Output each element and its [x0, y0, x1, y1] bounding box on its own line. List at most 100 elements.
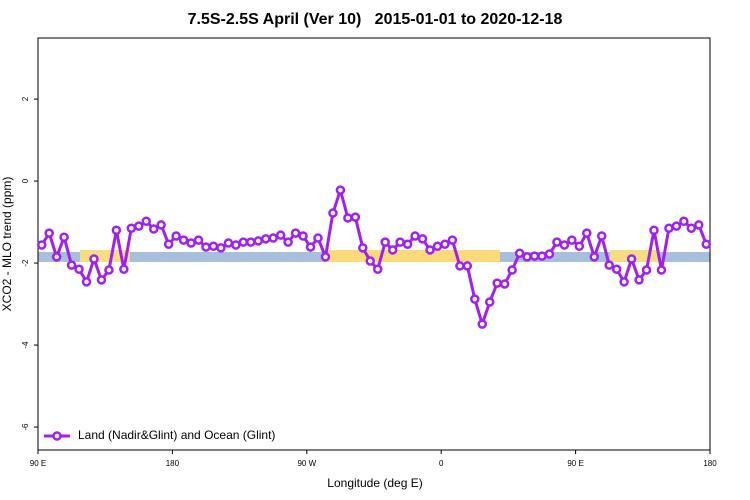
data-point [290, 228, 301, 238]
data-point [574, 241, 585, 252]
data-point [641, 265, 652, 275]
data-point [223, 238, 234, 248]
data-point [492, 278, 502, 288]
data-point [134, 221, 144, 231]
x-tick-label: 180 [166, 459, 180, 468]
legend-marker [52, 431, 62, 441]
data-point [260, 234, 271, 244]
data-point [634, 275, 644, 285]
data-point [246, 237, 256, 247]
data-point [156, 220, 166, 230]
data-point [96, 275, 107, 285]
x-axis-label: Longitude (deg E) [327, 476, 422, 490]
data-point [141, 216, 152, 226]
data-point [305, 242, 316, 252]
data-point [544, 249, 555, 259]
data-point [507, 265, 517, 275]
data-point [417, 234, 428, 244]
data-point [455, 261, 465, 271]
data-point [268, 233, 278, 243]
y-tick-label: -6 [21, 423, 30, 431]
data-point [604, 260, 614, 270]
y-tick-label: -2 [21, 259, 30, 267]
data-point [335, 185, 346, 195]
x-tick-label: 180 [703, 459, 717, 468]
data-point [89, 254, 99, 264]
data-point [298, 231, 308, 241]
data-point [186, 238, 196, 248]
data-point [499, 279, 510, 289]
data-point [679, 216, 689, 226]
data-point [51, 252, 62, 262]
data-point [59, 232, 69, 242]
data-point [522, 252, 532, 262]
data-point [216, 243, 226, 253]
data-point [537, 251, 547, 261]
data-point [619, 277, 629, 287]
data-point [231, 240, 241, 250]
data-point [36, 240, 47, 250]
x-tick-label: 90 E [567, 459, 583, 468]
data-point [171, 231, 181, 241]
data-point [313, 233, 323, 243]
data-point [81, 277, 92, 287]
data-point [380, 237, 390, 247]
data-point [589, 252, 600, 262]
data-point [514, 248, 525, 258]
data-point [410, 231, 420, 241]
data-point [111, 225, 122, 236]
data-point [559, 240, 570, 250]
data-point [66, 260, 77, 270]
data-point [365, 256, 376, 266]
data-point [462, 261, 473, 271]
y-tick-label: -4 [21, 341, 30, 349]
data-point [484, 297, 495, 307]
data-point [163, 239, 174, 249]
legend-label: Land (Nadir&Glint) and Ocean (Glint) [78, 428, 275, 442]
data-point [387, 245, 398, 255]
data-point [350, 212, 361, 222]
y-axis-label: XCO2 - MLO trend (ppm) [0, 177, 14, 312]
chart-title: 7.5S-2.5S April (Ver 10) 2015-01-01 to 2… [188, 11, 563, 28]
y-tick-label: 2 [21, 96, 30, 101]
x-tick-label: 0 [439, 459, 444, 468]
data-point [671, 221, 682, 231]
data-point [178, 235, 189, 245]
data-point [432, 241, 443, 252]
data-point [328, 208, 338, 218]
data-point [74, 264, 84, 274]
data-point [126, 223, 137, 233]
data-point [447, 235, 458, 245]
data-point [372, 264, 383, 274]
data-point [664, 223, 674, 233]
data-point [193, 235, 204, 245]
data-point [567, 235, 577, 245]
data-point [626, 254, 637, 264]
data-point [44, 228, 54, 238]
data-point [611, 264, 622, 274]
data-point [208, 241, 219, 252]
x-tick-label: 90 W [297, 459, 316, 468]
data-point [104, 265, 114, 275]
data-point [701, 239, 712, 249]
data-point [201, 242, 211, 252]
data-point [320, 252, 331, 262]
data-point [649, 225, 659, 236]
data-point [529, 251, 540, 261]
data-point [395, 237, 405, 247]
data-point [148, 224, 159, 234]
data-point [402, 239, 413, 249]
data-point [477, 319, 488, 329]
y-tick-label: 0 [21, 178, 30, 183]
data-point [656, 265, 667, 275]
data-point [694, 220, 704, 230]
data-point [253, 236, 264, 246]
data-point [283, 237, 293, 247]
data-point [425, 245, 435, 255]
data-point [582, 228, 592, 238]
data-point [275, 230, 286, 240]
land-band [325, 250, 500, 262]
data-point [686, 223, 697, 233]
data-point [119, 264, 129, 274]
